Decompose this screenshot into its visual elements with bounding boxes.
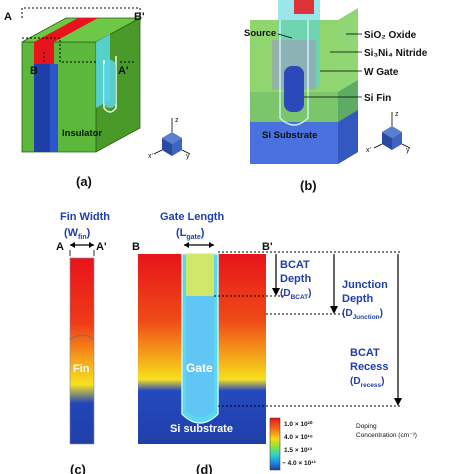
junction-depth-label-2: Depth bbox=[342, 293, 373, 305]
bcat-recess-symbol: (Drecess) bbox=[350, 376, 385, 389]
panel-b-caption: (b) bbox=[300, 178, 317, 193]
panel-b-wgate-label: W Gate bbox=[364, 67, 399, 78]
panel-c-caption: (c) bbox=[70, 462, 86, 474]
panel-c-label-A-prime: A' bbox=[96, 241, 107, 253]
colorbar-tick-2: 4.0 × 10¹⁶ bbox=[284, 434, 313, 441]
colorbar-tick-3: 1.5 × 10¹³ bbox=[284, 447, 313, 454]
junction-depth-label-1: Junction bbox=[342, 279, 388, 291]
panel-d-gate-label: Gate bbox=[186, 361, 213, 375]
axis-z-label-b: z bbox=[395, 111, 399, 118]
bcat-recess-label-2: Recess bbox=[350, 361, 389, 373]
colorbar-title-2: Concentration (cm⁻³) bbox=[356, 432, 417, 439]
fin-width-symbol: (Wfin) bbox=[64, 227, 91, 241]
dimension-lines bbox=[214, 251, 402, 407]
bcat-cross-section bbox=[138, 253, 266, 444]
fin-cross-section bbox=[69, 257, 95, 445]
panel-c-fin-label: Fin bbox=[73, 363, 90, 375]
panel-b-source-label: Source bbox=[244, 28, 276, 39]
axis-gizmo-a bbox=[153, 118, 191, 156]
doping-colorbar bbox=[269, 417, 281, 471]
axis-x-label-a: x' bbox=[148, 153, 153, 160]
panel-b-3d-device bbox=[250, 0, 358, 164]
gate-length-symbol: (Lgate) bbox=[176, 227, 205, 241]
panel-b-nitride-label: Si₃Ni₄ Nitride bbox=[364, 48, 428, 59]
panel-d-label-B: B bbox=[132, 241, 140, 253]
panel-a-label-B: B bbox=[30, 65, 38, 77]
colorbar-title-1: Doping bbox=[356, 423, 377, 430]
bcat-depth-symbol: (DBCAT) bbox=[280, 288, 311, 301]
panel-a-insulator-label: Insulator bbox=[62, 128, 102, 139]
axis-y-label-b: y bbox=[406, 147, 410, 154]
bcat-depth-label-2: Depth bbox=[280, 273, 311, 285]
panel-a-label-B-prime: B' bbox=[134, 11, 145, 23]
colorbar-tick-1: 1.0 × 10²⁰ bbox=[284, 420, 313, 428]
fin-width-title: Fin Width bbox=[60, 211, 110, 223]
bcat-depth-label-1: BCAT bbox=[280, 259, 310, 271]
axis-gizmo-b bbox=[373, 112, 411, 150]
colorbar-tick-4: − 4.0 × 10¹³ bbox=[282, 460, 316, 467]
bcat-recess-label-1: BCAT bbox=[350, 347, 380, 359]
panel-a-label-A: A bbox=[4, 11, 12, 23]
junction-depth-symbol: (DJunction) bbox=[342, 308, 383, 321]
panel-a-caption: (a) bbox=[76, 174, 92, 189]
axis-y-label-a: y bbox=[186, 153, 190, 160]
panel-d-caption: (d) bbox=[196, 462, 213, 474]
panel-a-3d-device bbox=[21, 7, 141, 153]
panel-d-substrate-label: Si substrate bbox=[170, 423, 233, 435]
panel-c-label-A: A bbox=[56, 241, 64, 253]
panel-a-label-A-prime: A' bbox=[118, 65, 129, 77]
axis-z-label-a: z bbox=[175, 117, 179, 124]
panel-b-substrate-label: Si Substrate bbox=[262, 130, 317, 141]
panel-b-sio2-label: SiO₂ Oxide bbox=[364, 30, 417, 41]
panel-b-sifin-label: Si Fin bbox=[364, 93, 391, 104]
axis-x-label-b: x' bbox=[366, 147, 371, 154]
panel-d-label-B-prime: B' bbox=[262, 241, 273, 253]
gate-length-title: Gate Length bbox=[160, 211, 224, 223]
